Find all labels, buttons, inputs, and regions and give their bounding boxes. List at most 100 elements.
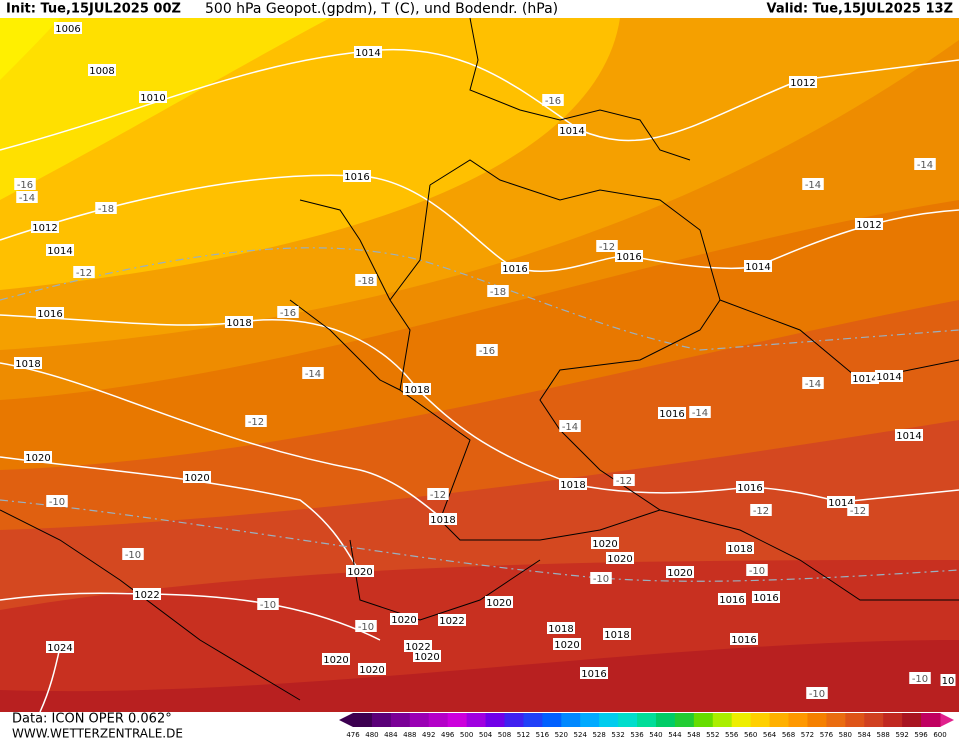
pressure-label: 1020 (607, 554, 632, 565)
colorbar-tick-label: 572 (801, 731, 814, 739)
border-line (349, 539, 541, 621)
colorbar-box (353, 713, 373, 727)
label-box (73, 266, 95, 278)
label-box (615, 250, 643, 262)
temperature-label: -14 (19, 193, 35, 204)
temperature-label: -10 (125, 550, 141, 561)
label-box (404, 640, 432, 652)
pressure-label: 1018 (560, 480, 585, 491)
temperature-label: -12 (248, 417, 264, 428)
pressure-label: 1014 (852, 374, 877, 385)
border-line (469, 17, 691, 161)
colorbar-tick-label: 556 (725, 731, 739, 739)
temperature-label: -14 (305, 369, 321, 380)
pressure-label: 1018 (404, 385, 429, 396)
pressure-label: 1016 (719, 595, 744, 606)
colorbar-tick-label: 528 (592, 731, 605, 739)
label-box (346, 565, 374, 577)
temperature-label: -10 (49, 497, 65, 508)
colorbar-box (561, 713, 581, 727)
label-box (36, 307, 64, 319)
label-box (139, 91, 167, 103)
pressure-label: 1018 (727, 544, 752, 555)
colorbar-tick-label: 516 (536, 731, 550, 739)
label-box (16, 191, 38, 203)
label-box (354, 46, 382, 58)
isobar (0, 362, 444, 520)
pressure-label: 1020 (592, 539, 617, 550)
colorbar-tick-label: 520 (555, 731, 568, 739)
pressure-label: 1022 (439, 616, 464, 627)
label-box (487, 285, 509, 297)
label-box (133, 588, 161, 600)
label-box (277, 306, 299, 318)
pressure-label: 1016 (731, 635, 756, 646)
colorbar-tick-label: 600 (933, 731, 946, 739)
label-box (726, 542, 754, 554)
isobar (0, 174, 959, 272)
temperature-label: -12 (850, 506, 866, 517)
label-box (736, 481, 764, 493)
label-box (501, 262, 529, 274)
label-box (46, 495, 68, 507)
label-box (603, 628, 631, 640)
pressure-label: 1016 (37, 309, 62, 320)
label-box (559, 420, 581, 432)
label-box (547, 622, 575, 634)
field-band (0, 18, 60, 80)
label-box (553, 638, 581, 650)
colorbar-box (712, 713, 733, 727)
colorbar-tick-label: 548 (687, 731, 700, 739)
label-box (746, 564, 768, 576)
pressure-label: 1020 (347, 567, 372, 578)
colorbar-tick-label: 544 (668, 731, 682, 739)
temperature-label: -14 (562, 422, 578, 433)
temperature-label: -12 (753, 506, 769, 517)
colorbar-box (390, 713, 411, 727)
label-box (596, 240, 618, 252)
label-box (225, 316, 253, 328)
field-band (0, 18, 330, 200)
label-box (14, 178, 36, 190)
label-box (46, 641, 74, 653)
colorbar-tick-label: 576 (820, 731, 834, 739)
pressure-label: 1014 (559, 126, 584, 137)
pressure-label: 1016 (659, 409, 684, 420)
pressure-label: 1016 (581, 669, 606, 680)
temperature-label: -18 (358, 276, 374, 287)
pressure-label: 1014 (876, 372, 901, 383)
pressure-label: 1020 (486, 598, 511, 609)
label-box (322, 653, 350, 665)
label-box (613, 474, 635, 486)
pressure-label: 1014 (355, 48, 380, 59)
pressure-label: 1012 (790, 78, 815, 89)
pressure-label: 1024 (47, 643, 72, 654)
colorbar-tick-label: 536 (630, 731, 644, 739)
colorbar-box (655, 713, 676, 727)
label-box (183, 471, 211, 483)
map-area: 1006 1008 1010 1014 1012 1014 -16 -14 -14 1016 -16… (0, 17, 959, 713)
label-box (744, 260, 772, 272)
label-box (895, 429, 923, 441)
label-box (343, 170, 371, 182)
pressure-label: 1010 (140, 93, 165, 104)
label-box (789, 76, 817, 88)
temperature-label: -12 (599, 242, 615, 253)
temperature-label: -16 (280, 308, 296, 319)
pressure-label: 1020 (184, 473, 209, 484)
pressure-label: 1012 (32, 223, 57, 234)
isobar (0, 456, 361, 572)
colorbar-box (466, 713, 487, 727)
colorbar-arrow-left (339, 713, 353, 727)
pressure-label: 1020 (414, 652, 439, 663)
colorbar-tick-label: 484 (384, 731, 398, 739)
label-box (54, 22, 82, 34)
label-box (730, 633, 758, 645)
temperature-label: -18 (98, 204, 114, 215)
isotherm (0, 247, 959, 351)
colorbar-tick-label: 500 (460, 731, 473, 739)
colorbar-tick-label: 580 (839, 731, 852, 739)
label-box (245, 415, 267, 427)
colorbar-box (447, 713, 468, 727)
